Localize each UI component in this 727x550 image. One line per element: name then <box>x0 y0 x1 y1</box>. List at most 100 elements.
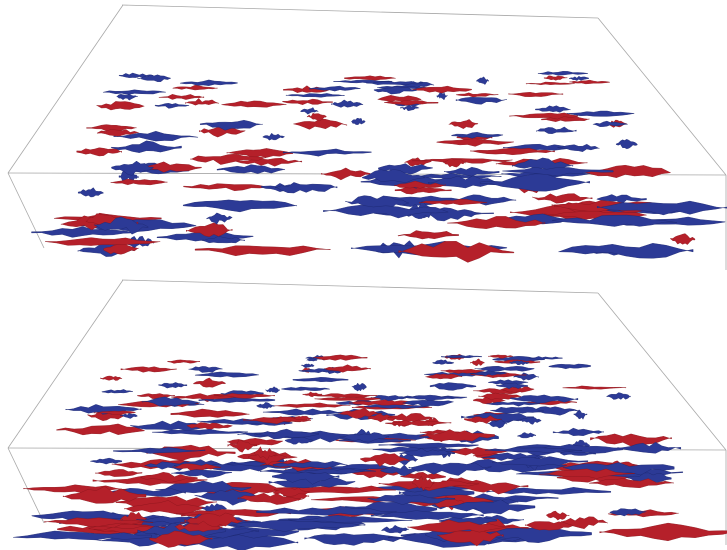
positive-isosurface-streak <box>398 241 515 263</box>
negative-isosurface-streak <box>300 107 319 115</box>
positive-isosurface-streak <box>138 161 202 173</box>
negative-isosurface-streak <box>429 382 477 391</box>
positive-isosurface-streak <box>120 366 177 373</box>
positive-isosurface-streak <box>407 519 511 533</box>
negative-isosurface-streak <box>116 94 138 101</box>
box-edge-line <box>121 4 599 19</box>
positive-isosurface-streak <box>455 92 499 98</box>
negative-isosurface-streak <box>272 461 348 469</box>
positive-isosurface-streak <box>425 373 463 380</box>
negative-isosurface-streak <box>300 363 315 368</box>
negative-isosurface-streak <box>558 243 694 259</box>
negative-isosurface-streak <box>496 382 528 389</box>
negative-isosurface-streak <box>152 428 248 435</box>
negative-isosurface-streak <box>536 126 577 134</box>
positive-isosurface-streak <box>543 210 647 220</box>
negative-isosurface-streak <box>200 119 263 131</box>
negative-isosurface-streak <box>94 216 149 235</box>
top-isosurface-plot <box>7 4 727 270</box>
negative-isosurface-streak <box>206 212 233 225</box>
negative-isosurface-streak <box>502 167 614 177</box>
negative-isosurface-streak <box>111 160 154 176</box>
positive-isosurface-streak <box>137 393 175 400</box>
positive-isosurface-streak <box>385 419 452 426</box>
negative-isosurface-streak <box>90 457 122 465</box>
negative-isosurface-streak <box>367 494 455 505</box>
positive-isosurface-streak <box>190 153 267 165</box>
negative-isosurface-streak <box>408 462 492 476</box>
positive-isosurface-streak <box>443 158 466 168</box>
negative-isosurface-streak <box>292 377 349 383</box>
positive-isosurface-streak <box>174 520 223 532</box>
positive-isosurface-streak <box>100 375 123 381</box>
positive-isosurface-streak <box>599 522 727 542</box>
negative-isosurface-streak <box>485 526 592 543</box>
negative-isosurface-streak <box>399 448 455 458</box>
positive-isosurface-streak <box>440 369 485 374</box>
positive-isosurface-streak <box>590 433 672 447</box>
positive-isosurface-streak <box>400 472 446 481</box>
positive-isosurface-streak <box>272 487 310 497</box>
positive-isosurface-streak <box>508 92 564 97</box>
positive-isosurface-streak <box>509 112 579 120</box>
positive-isosurface-streak <box>186 222 233 238</box>
negative-isosurface-streak <box>609 508 647 517</box>
positive-isosurface-streak <box>23 484 127 494</box>
negative-isosurface-streak <box>345 195 409 213</box>
negative-isosurface-streak <box>573 409 588 420</box>
positive-isosurface-streak <box>243 416 311 424</box>
positive-isosurface-streak <box>227 439 257 453</box>
positive-isosurface-streak <box>186 421 234 431</box>
negative-isosurface-streak <box>323 204 449 219</box>
positive-isosurface-streak <box>360 453 410 467</box>
negative-isosurface-streak <box>275 182 338 194</box>
negative-isosurface-streak <box>381 524 409 534</box>
negative-isosurface-streak <box>254 428 319 440</box>
negative-isosurface-streak <box>449 499 536 515</box>
negative-isosurface-streak <box>113 130 199 142</box>
negative-isosurface-streak <box>195 371 259 378</box>
positive-isosurface-streak <box>589 478 674 489</box>
negative-isosurface-streak <box>484 447 583 454</box>
positive-isosurface-streak <box>404 157 432 167</box>
negative-isosurface-streak <box>487 418 508 429</box>
positive-isosurface-streak <box>384 100 439 106</box>
negative-isosurface-streak <box>304 533 404 546</box>
negative-isosurface-streak <box>474 365 535 372</box>
positive-isosurface-streak <box>562 385 627 390</box>
negative-isosurface-streak <box>469 372 502 376</box>
negative-isosurface-streak <box>537 71 588 76</box>
negative-isosurface-streak <box>154 103 190 109</box>
positive-isosurface-streak <box>282 98 333 105</box>
positive-isosurface-streak <box>93 410 136 415</box>
negative-isosurface-streak <box>432 359 455 365</box>
positive-isosurface-streak <box>253 446 277 461</box>
negative-isosurface-streak <box>78 187 104 198</box>
negative-isosurface-streak <box>535 105 571 113</box>
negative-isosurface-streak <box>557 143 600 152</box>
positive-isosurface-streak <box>394 180 446 189</box>
bottom-isosurface-plot <box>7 279 727 550</box>
positive-isosurface-streak <box>546 510 570 521</box>
negative-isosurface-streak <box>198 397 276 403</box>
negative-isosurface-streak <box>530 406 580 416</box>
negative-isosurface-streak <box>306 357 318 362</box>
negative-isosurface-streak <box>188 366 223 373</box>
negative-isosurface-streak <box>283 148 372 157</box>
negative-isosurface-streak <box>402 399 454 407</box>
positive-isosurface-streak <box>307 112 327 121</box>
positive-isosurface-streak <box>313 354 368 361</box>
positive-isosurface-streak <box>470 147 555 156</box>
negative-isosurface-streak <box>486 487 611 495</box>
negative-isosurface-streak <box>288 515 413 523</box>
positive-isosurface-streak <box>377 95 422 103</box>
negative-isosurface-streak <box>451 131 504 139</box>
negative-isosurface-streak <box>281 386 330 391</box>
negative-isosurface-streak <box>444 166 500 177</box>
negative-isosurface-streak <box>528 356 563 361</box>
negative-isosurface-streak <box>351 117 366 125</box>
positive-isosurface-streak <box>525 521 574 531</box>
negative-isosurface-streak <box>370 510 484 520</box>
positive-isosurface-streak <box>56 423 145 436</box>
negative-isosurface-streak <box>513 372 539 381</box>
